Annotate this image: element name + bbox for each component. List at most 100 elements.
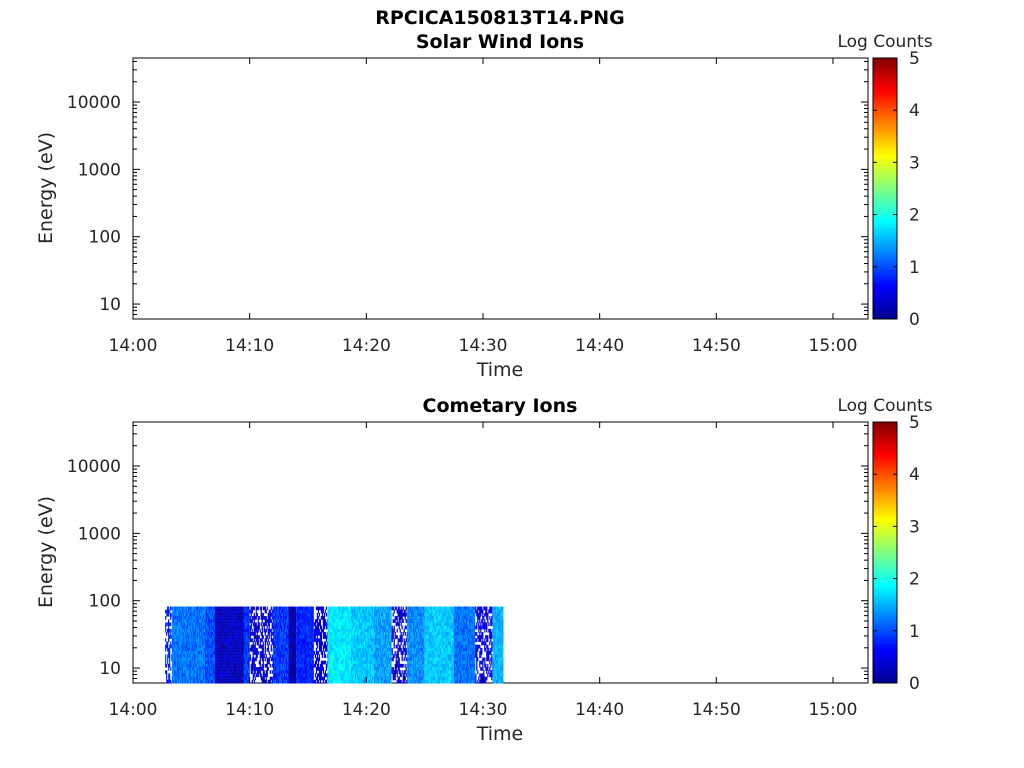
heatmap-cell <box>212 616 215 620</box>
heatmap-cell <box>340 651 342 655</box>
heatmap-cell <box>339 616 341 620</box>
heatmap-cell <box>328 647 330 652</box>
heatmap-cell <box>316 657 319 662</box>
heatmap-cell <box>332 644 334 649</box>
heatmap-cell <box>195 612 198 617</box>
heatmap-cell <box>334 663 336 668</box>
heatmap-cell <box>363 670 365 674</box>
heatmap-cell <box>266 606 268 611</box>
heatmap-cell <box>303 673 305 678</box>
heatmap-cell <box>351 625 353 630</box>
heatmap-cell <box>252 667 254 671</box>
heatmap-cell <box>194 625 197 630</box>
heatmap-cell <box>223 657 225 662</box>
heatmap-cell <box>263 679 265 684</box>
heatmap-cell <box>194 679 197 684</box>
heatmap-cell <box>352 673 354 678</box>
heatmap-cell <box>188 635 191 639</box>
heatmap-cell <box>309 651 311 655</box>
heatmap-cell <box>200 660 203 665</box>
y-axis-label: Energy (eV) <box>35 132 57 244</box>
heatmap-cell <box>295 647 297 652</box>
heatmap-cell <box>274 651 276 655</box>
heatmap-cell <box>214 644 216 649</box>
heatmap-cell <box>188 612 191 617</box>
heatmap-cell <box>205 635 208 639</box>
heatmap-cell <box>200 657 203 662</box>
heatmap-cell <box>310 632 312 636</box>
heatmap-cell <box>239 660 241 665</box>
heatmap-cell <box>237 673 239 678</box>
heatmap-cell <box>284 660 286 665</box>
heatmap-cell <box>300 632 302 636</box>
heatmap-cell <box>338 628 340 633</box>
heatmap-cell <box>313 641 314 646</box>
heatmap-cell <box>193 628 196 633</box>
heatmap-cell <box>370 647 372 652</box>
heatmap-cell <box>351 616 353 620</box>
heatmap-cell <box>314 632 317 636</box>
heatmap-cell <box>187 609 190 614</box>
heatmap-cell <box>283 612 285 617</box>
heatmap-cell <box>350 667 352 671</box>
heatmap-cell <box>197 667 200 671</box>
heatmap-cell <box>222 641 224 646</box>
heatmap-cell <box>165 638 167 643</box>
heatmap-cell <box>372 657 374 662</box>
heatmap-cell <box>262 670 264 674</box>
heatmap-cell <box>278 619 280 623</box>
heatmap-cell <box>178 651 181 655</box>
heatmap-cell <box>352 616 354 620</box>
heatmap-segment <box>214 606 244 684</box>
heatmap-cell <box>338 635 340 639</box>
heatmap-cell <box>244 657 247 662</box>
heatmap-cell <box>250 606 252 611</box>
heatmap-cell <box>195 647 198 652</box>
heatmap-cell <box>177 616 180 620</box>
heatmap-cell <box>178 647 181 652</box>
heatmap-cell <box>187 654 190 659</box>
heatmap-cell <box>268 619 270 623</box>
heatmap-cell <box>212 676 215 681</box>
heatmap-cell <box>307 654 309 659</box>
heatmap-cell <box>271 622 273 627</box>
heatmap-cell <box>347 657 349 662</box>
heatmap-cell <box>247 638 250 643</box>
heatmap-cell <box>213 670 215 674</box>
heatmap-cell <box>339 644 341 649</box>
heatmap-cell <box>340 657 342 662</box>
heatmap-cell <box>303 676 305 681</box>
heatmap-cell <box>200 651 203 655</box>
heatmap-cell <box>284 644 286 649</box>
heatmap-cell <box>332 667 334 671</box>
heatmap-cell <box>328 632 330 636</box>
heatmap-cell <box>286 625 288 630</box>
heatmap-cell <box>183 679 186 684</box>
heatmap-cell <box>240 606 242 611</box>
heatmap-cell <box>365 619 367 623</box>
heatmap-cell <box>342 667 344 671</box>
heatmap-cell <box>370 622 372 627</box>
heatmap-cell <box>306 660 308 665</box>
heatmap-cell <box>300 612 302 617</box>
heatmap-cell <box>264 657 266 662</box>
heatmap-cell <box>306 651 308 655</box>
heatmap-cell <box>348 663 350 668</box>
heatmap-cell <box>221 679 223 684</box>
heatmap-cell <box>248 616 250 620</box>
heatmap-cell <box>204 673 207 678</box>
heatmap-cell <box>201 651 204 655</box>
heatmap-cell <box>301 612 303 617</box>
heatmap-cell <box>252 647 254 652</box>
heatmap-cell <box>328 635 330 639</box>
heatmap-cell <box>226 679 228 684</box>
heatmap-cell <box>222 670 224 674</box>
heatmap-cell <box>195 625 198 630</box>
heatmap-cell <box>289 654 291 659</box>
heatmap-cell <box>352 638 354 643</box>
heatmap-cell <box>186 635 189 639</box>
heatmap-cell <box>342 644 344 649</box>
heatmap-cell <box>275 628 277 633</box>
heatmap-cell <box>253 673 255 678</box>
heatmap-cell <box>369 619 371 623</box>
